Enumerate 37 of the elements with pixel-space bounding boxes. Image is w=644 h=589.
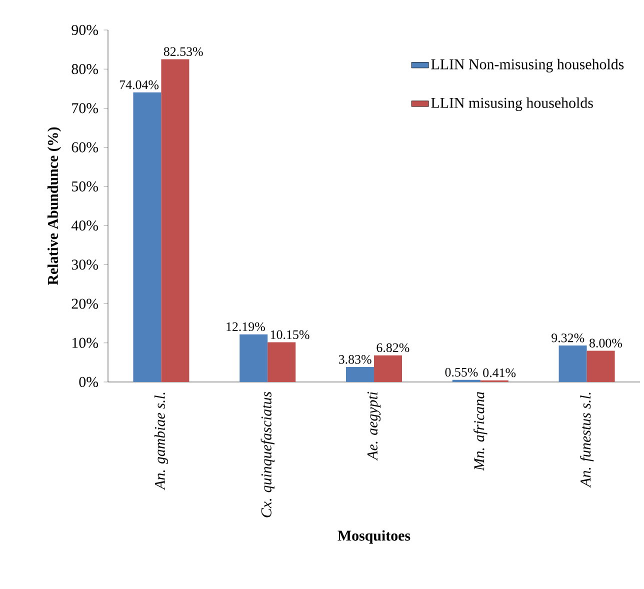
- legend-label: LLIN misusing households: [431, 97, 593, 112]
- legend-label: LLIN Non-misusing households: [431, 58, 624, 72]
- bar: [268, 342, 296, 382]
- x-tick-label: An. funestus s.l.: [580, 392, 594, 488]
- x-tick-label: Cx. quinquefasciatus: [260, 392, 274, 518]
- bar: [240, 334, 268, 382]
- y-axis-title: Relative Abundunce (%): [47, 127, 62, 286]
- data-label: 9.32%: [552, 334, 584, 342]
- data-label: 74.04%: [120, 80, 159, 90]
- data-label: 8.00%: [590, 338, 622, 348]
- y-tick-label: 40%: [71, 220, 98, 231]
- y-tick-label: 90%: [72, 24, 98, 36]
- x-tick-label: An. gambiae s.l.: [154, 392, 168, 490]
- data-label: 6.82%: [376, 343, 410, 352]
- bar: [586, 350, 615, 382]
- x-axis-title: Mosquitoes: [338, 530, 410, 544]
- data-label: 82.53%: [164, 47, 203, 56]
- y-tick-label: 30%: [72, 260, 98, 270]
- y-tick-label: 80%: [72, 64, 98, 74]
- bar: [161, 59, 190, 382]
- y-tick-label: 10%: [72, 338, 98, 348]
- data-label: 0.55%: [445, 368, 478, 377]
- data-label: 12.19%: [226, 322, 265, 332]
- y-tick-label: 0%: [79, 376, 98, 388]
- x-tick-label: Mn. africana: [474, 392, 488, 471]
- bar: [346, 367, 374, 382]
- bar: [133, 92, 162, 382]
- data-label: 10.15%: [270, 330, 310, 340]
- y-tick-label: 70%: [72, 103, 98, 114]
- bar: [558, 346, 587, 382]
- data-label: 0.41%: [483, 368, 516, 378]
- y-tick-label: 50%: [72, 181, 98, 192]
- data-label: 3.83%: [338, 355, 372, 364]
- x-tick-label: Ae. aegypti: [367, 392, 381, 461]
- y-tick-label: 20%: [72, 298, 98, 309]
- y-tick-label: 60%: [72, 142, 98, 152]
- bar: [374, 355, 402, 382]
